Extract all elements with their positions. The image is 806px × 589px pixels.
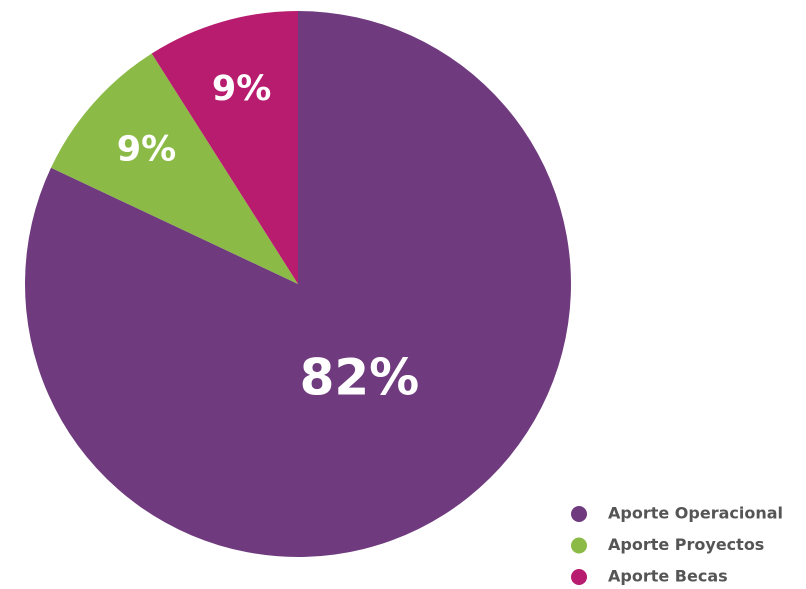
pie-slice <box>50 53 299 285</box>
pie-slice <box>151 11 298 284</box>
legend-marker <box>571 569 587 585</box>
legend-label: Aporte Becas <box>608 567 728 586</box>
value-label: 9% <box>212 69 271 109</box>
value-label: 9% <box>117 129 176 169</box>
legend-marker <box>571 506 587 522</box>
legend-label: Aporte Proyectos <box>608 535 764 554</box>
value-label: 82% <box>300 348 420 406</box>
legend-marker <box>571 537 587 554</box>
legend-label: Aporte Operacional <box>608 504 783 523</box>
